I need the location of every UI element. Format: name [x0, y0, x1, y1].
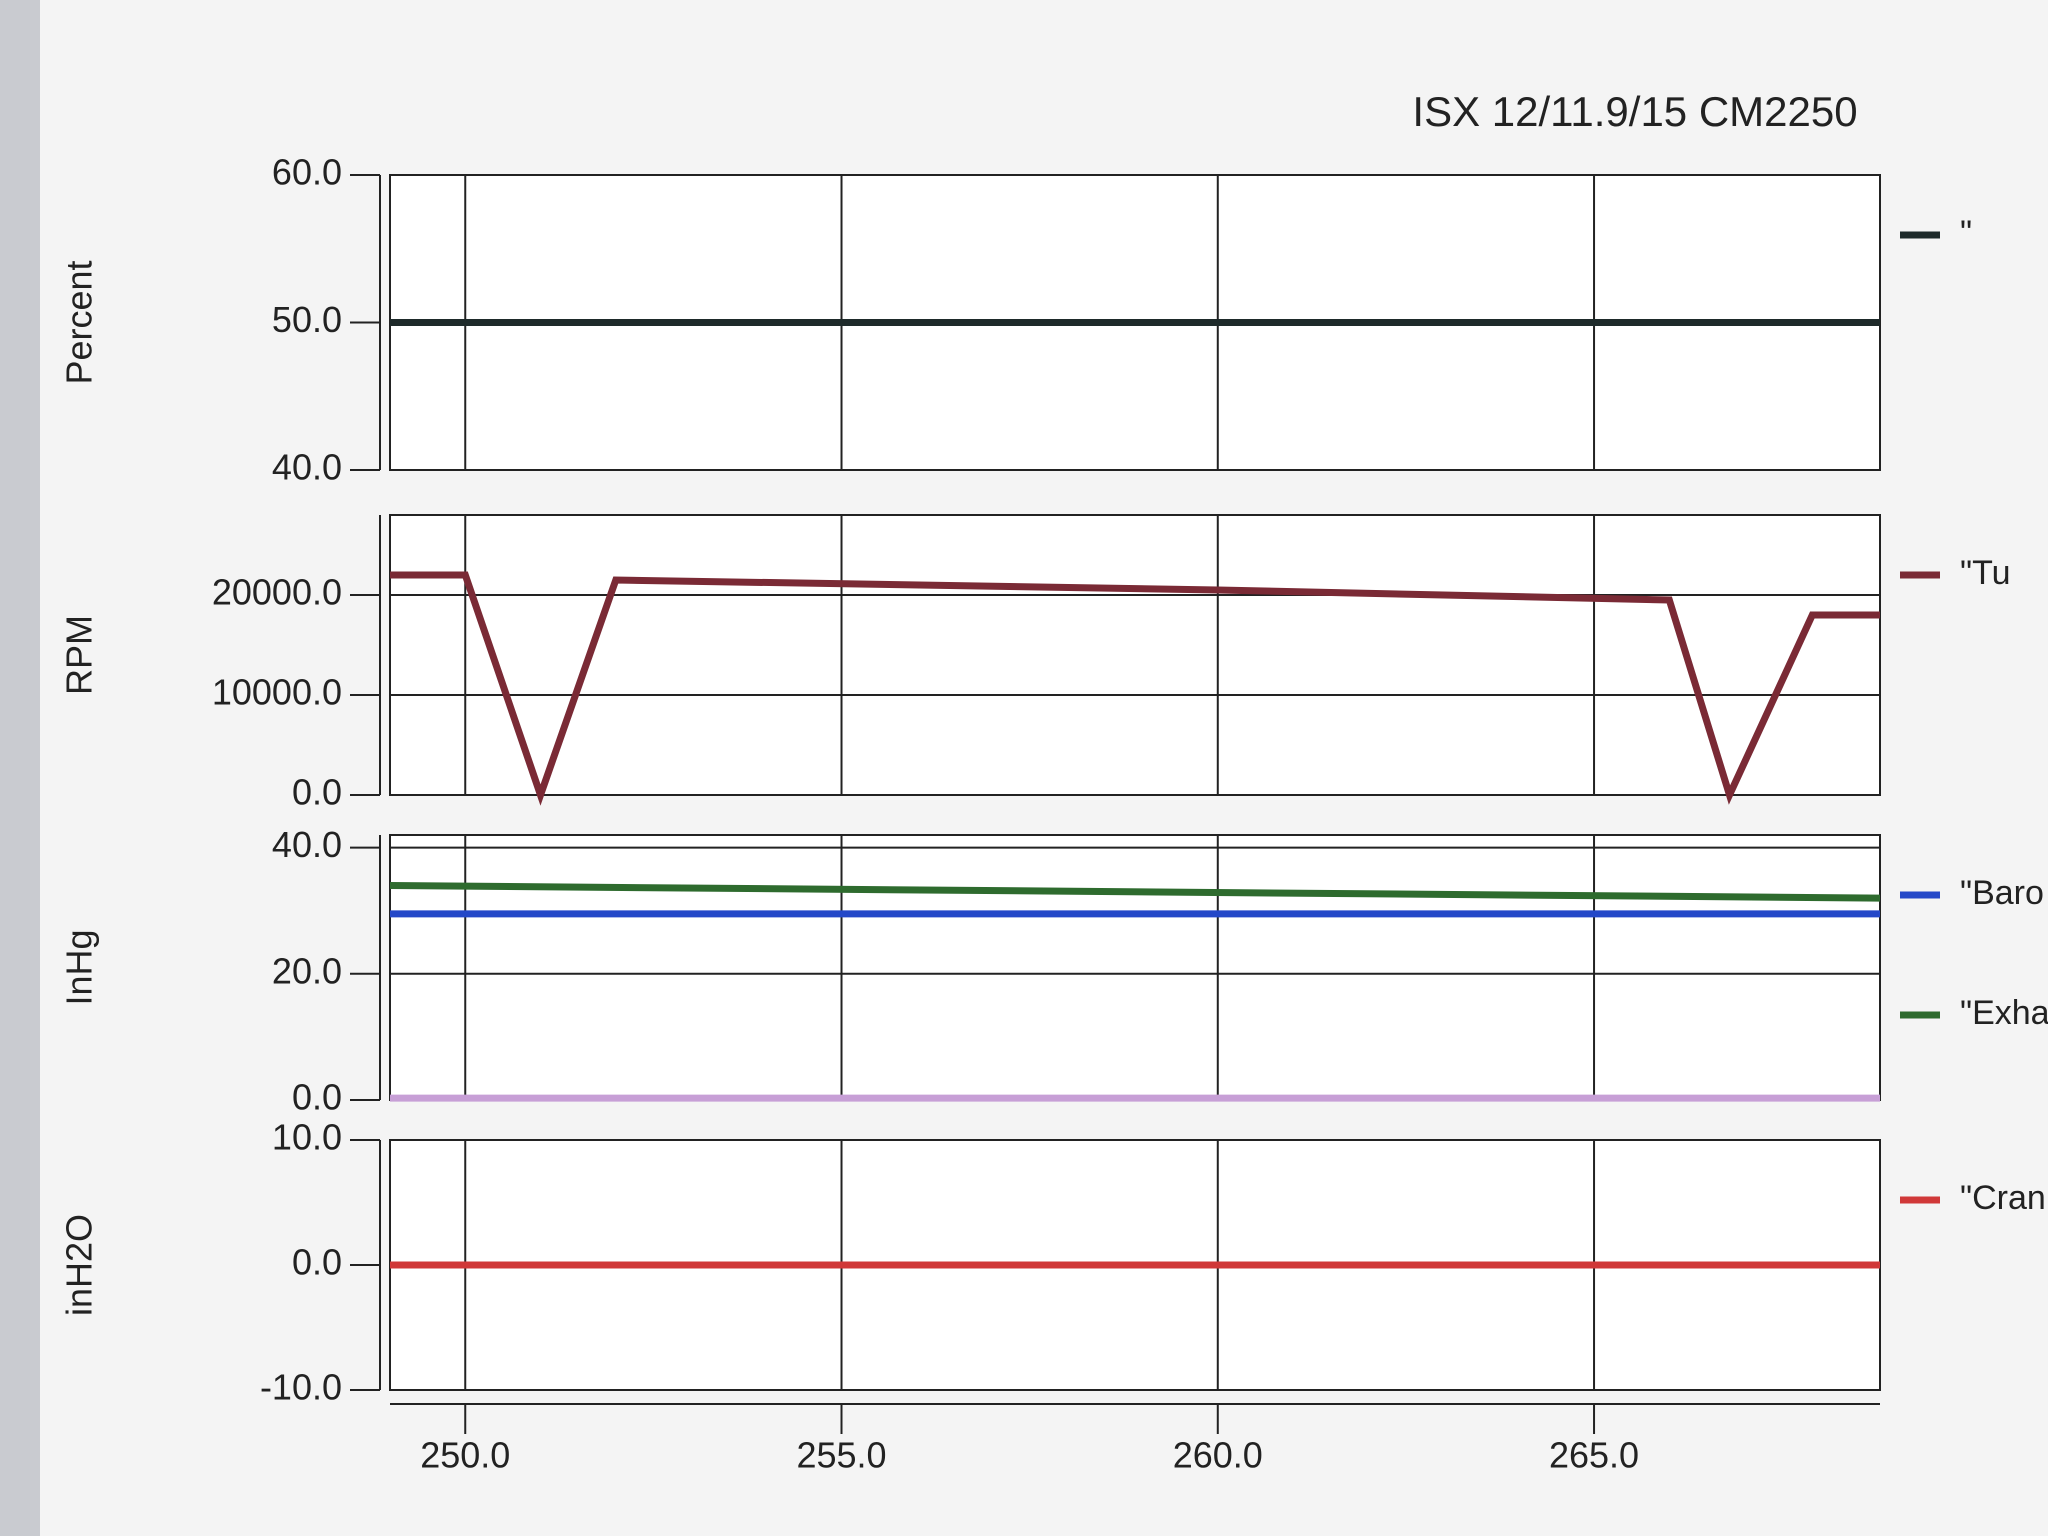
chart-title: ISX 12/11.9/15 CM2250 [1412, 88, 1857, 135]
y-tick-label: 40.0 [272, 447, 342, 488]
series-line [390, 571, 1880, 806]
y-tick-label: 20000.0 [212, 572, 342, 613]
plot-area [389, 834, 1881, 1101]
x-tick-label: 250.0 [420, 1435, 510, 1476]
x-tick-label: 260.0 [1173, 1435, 1263, 1476]
y-axis-title: RPM [59, 615, 100, 695]
legend-label: "Crank [1960, 1179, 2048, 1217]
y-tick-label: 60.0 [272, 152, 342, 193]
y-axis-title: Percent [59, 260, 100, 384]
legend-label: "Baro [1960, 874, 2044, 912]
plot-area [389, 514, 1881, 796]
y-tick-label: 10.0 [272, 1117, 342, 1158]
y-tick-label: -10.0 [260, 1367, 342, 1408]
y-tick-label: 50.0 [272, 299, 342, 340]
y-tick-label: 20.0 [272, 950, 342, 991]
y-tick-label: 0.0 [292, 772, 342, 813]
y-axis-title: inH2O [59, 1214, 100, 1316]
y-axis-title: InHg [59, 929, 100, 1005]
y-tick-label: 40.0 [272, 824, 342, 865]
series-line [389, 882, 1881, 902]
legend-label: " [1960, 214, 1972, 252]
x-tick-label: 255.0 [796, 1435, 886, 1476]
window-frame [0, 0, 40, 1536]
legend-label: "Exha [1960, 994, 2048, 1032]
y-tick-label: 0.0 [292, 1077, 342, 1118]
legend-label: "Tu [1960, 554, 2011, 592]
x-tick-label: 265.0 [1549, 1435, 1639, 1476]
y-tick-label: 0.0 [292, 1242, 342, 1283]
y-tick-label: 10000.0 [212, 672, 342, 713]
